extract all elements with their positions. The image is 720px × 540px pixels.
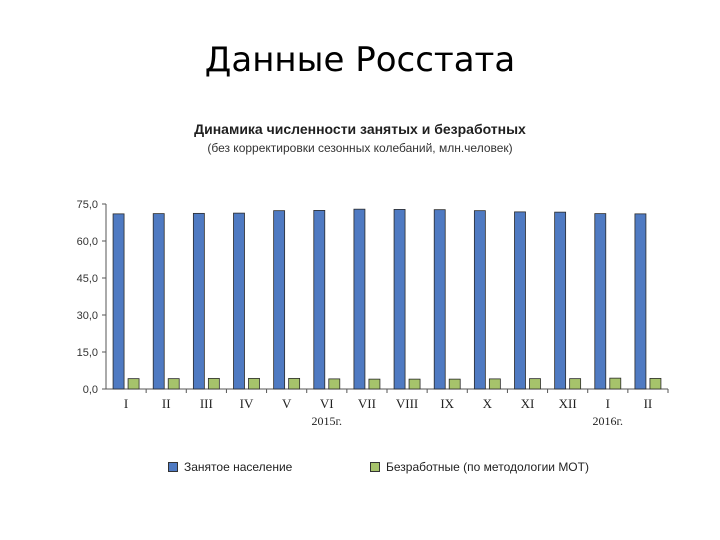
- x-tick-label: I: [606, 396, 610, 411]
- year-label: 2015г.: [311, 414, 342, 428]
- bar-employed: [594, 213, 607, 390]
- legend-item-employed: Занятое население: [168, 460, 292, 474]
- bar-unemployed: [127, 378, 140, 390]
- y-tick-label: 0,0: [83, 384, 98, 396]
- bar-employed: [634, 213, 647, 390]
- x-tick-label: I: [124, 396, 128, 411]
- bar-employed: [393, 209, 406, 390]
- legend-item-unemployed: Безработные (по методологии МОТ): [370, 460, 589, 474]
- bar-unemployed: [448, 378, 461, 390]
- legend-label-employed: Занятое население: [184, 460, 293, 474]
- bar-employed: [514, 211, 526, 390]
- bar-employed: [433, 209, 446, 390]
- bar-unemployed: [569, 378, 582, 390]
- legend-swatch-unemployed: [370, 462, 380, 472]
- bar-unemployed: [488, 378, 501, 390]
- chart-title: Динамика численности занятых и безработн…: [194, 121, 526, 137]
- bar-employed: [313, 210, 326, 390]
- bar-unemployed: [368, 378, 381, 390]
- y-tick-label: 15,0: [77, 347, 98, 359]
- x-tick-label: III: [200, 396, 213, 411]
- bar-unemployed: [529, 378, 541, 390]
- x-tick-label: II: [644, 396, 653, 411]
- bar-employed: [273, 210, 286, 390]
- x-tick-label: XI: [521, 396, 535, 411]
- x-tick-label: V: [282, 396, 292, 411]
- bar-unemployed: [328, 378, 341, 390]
- bar-unemployed: [609, 377, 622, 390]
- bar-employed: [233, 212, 245, 390]
- chart-subtitle: (без корректировки сезонных колебаний, м…: [207, 141, 513, 155]
- year-label: 2016г.: [592, 414, 623, 428]
- bar-unemployed: [408, 378, 421, 390]
- x-tick-label: VI: [320, 396, 334, 411]
- y-tick-label: 45,0: [77, 273, 98, 285]
- x-tick-label: VII: [358, 396, 376, 411]
- legend-label-unemployed: Безработные (по методологии МОТ): [386, 460, 589, 474]
- bar-unemployed: [288, 377, 301, 390]
- bar-unemployed: [248, 377, 260, 390]
- bar-unemployed: [649, 377, 662, 390]
- x-tick-label: VIII: [396, 396, 418, 411]
- slide-title: Данные Росстата: [204, 40, 516, 80]
- bar-employed: [473, 210, 486, 390]
- bar-employed: [112, 213, 125, 390]
- x-tick-label: XII: [559, 396, 577, 411]
- bar-employed: [554, 211, 567, 390]
- bar-employed: [192, 212, 205, 390]
- y-tick-label: 60,0: [77, 236, 98, 248]
- x-tick-label: IV: [240, 396, 254, 411]
- legend-swatch-employed: [168, 462, 178, 472]
- y-tick-label: 75,0: [77, 199, 98, 211]
- x-tick-label: IX: [440, 396, 454, 411]
- x-tick-label: X: [483, 396, 493, 411]
- x-tick-label: II: [162, 396, 171, 411]
- bar-employed: [353, 208, 366, 390]
- bar-unemployed: [167, 378, 180, 390]
- bar-unemployed: [207, 377, 220, 390]
- bar-employed: [152, 213, 165, 390]
- y-tick-label: 30,0: [77, 310, 98, 322]
